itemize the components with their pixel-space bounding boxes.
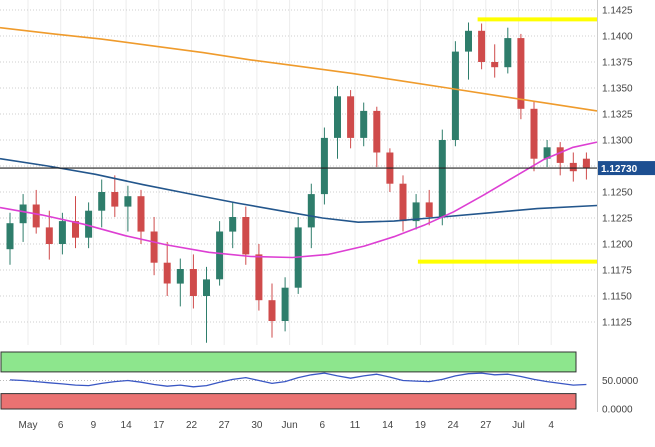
x-axis-label: 24 [448, 420, 460, 431]
x-axis-label: 11 [350, 420, 361, 431]
candle-body [582, 158, 590, 169]
y-axis-tick-label: 1.1350 [602, 84, 633, 95]
y-axis-tick-label: 1.1225 [602, 214, 633, 225]
candle-body [491, 62, 499, 68]
current-price-badge [598, 161, 655, 176]
candle-body [85, 210, 93, 238]
y-axis-tick-label: 1.1250 [602, 188, 633, 199]
x-axis-label: 14 [382, 420, 394, 431]
candle-body [45, 227, 53, 244]
x-axis-label: 6 [320, 420, 326, 431]
candle-body [19, 204, 27, 224]
candle-body [569, 162, 577, 172]
candle-body [229, 217, 237, 232]
candle-body [517, 38, 525, 109]
indicator-line [9, 372, 587, 388]
candle-body [72, 221, 79, 238]
candle-body [320, 137, 328, 195]
candle-body [150, 231, 158, 263]
candle-body [307, 194, 315, 228]
candle-body [124, 196, 132, 207]
candle-body [203, 279, 210, 296]
candle-body [451, 51, 459, 140]
y-axis-tick-label: 1.1175 [602, 266, 632, 277]
x-axis-label: 22 [186, 420, 198, 431]
candle-body [360, 110, 368, 138]
x-axis-label: 30 [251, 420, 263, 431]
indicator-tick-label: 50.0000 [602, 376, 639, 387]
candle-body [465, 30, 472, 52]
y-axis-tick-label: 1.1400 [602, 32, 633, 43]
x-axis-label: 27 [480, 420, 492, 431]
candle-body [425, 202, 433, 217]
candle-body [6, 223, 14, 250]
y-axis-tick-label: 1.1375 [602, 58, 633, 69]
x-axis-label: 6 [58, 420, 64, 431]
y-axis-tick-label: 1.1150 [602, 292, 632, 303]
candle-body [255, 254, 263, 301]
y-axis-tick-label: 1.1300 [602, 136, 633, 147]
current-price-label: 1.12730 [601, 164, 638, 175]
candle-body [216, 231, 224, 280]
candle-body [189, 269, 197, 296]
candle-body [58, 221, 66, 244]
candle-body [504, 38, 512, 68]
x-axis-label: Jun [282, 420, 298, 431]
indicator-oversold-zone [0, 393, 577, 410]
candle-body [543, 147, 551, 159]
candle-body [98, 192, 106, 211]
candle-body [334, 96, 341, 138]
ma-mid-navy-line [0, 157, 598, 223]
candle-body [137, 196, 145, 232]
candle-body [163, 262, 171, 284]
candle-body [530, 108, 538, 159]
y-axis-tick-label: 1.1125 [602, 318, 632, 329]
candle-body [438, 140, 446, 217]
candle-body [32, 204, 40, 228]
candle-body [399, 183, 407, 222]
x-axis-label: 19 [415, 420, 427, 431]
x-axis-label: Jul [512, 420, 525, 431]
candle-body [176, 269, 184, 284]
candle-body [556, 147, 564, 163]
indicator-overbought-zone [0, 351, 577, 373]
indicator-tick-label: 0.0000 [602, 405, 633, 416]
x-axis-label: 9 [91, 420, 97, 431]
x-axis-label: 4 [548, 420, 554, 431]
y-axis-tick-label: 1.1200 [602, 240, 633, 251]
candle-body [281, 287, 289, 321]
y-axis-tick-label: 1.1325 [602, 110, 633, 121]
candle-body [268, 300, 276, 321]
x-axis-label: May [19, 420, 38, 431]
candle-body [242, 217, 250, 255]
candle-body [478, 30, 486, 62]
candle-body [111, 192, 119, 207]
x-axis-label: 27 [219, 420, 231, 431]
x-axis-label: 14 [121, 420, 133, 431]
x-axis-label: 17 [153, 420, 165, 431]
ma-slow-orange-line [0, 26, 598, 112]
candle-body [347, 96, 355, 138]
candle-body [412, 202, 420, 222]
ma-fast-magenta-line [0, 141, 598, 259]
candle-body [373, 110, 381, 153]
y-axis-tick-label: 1.1425 [602, 6, 633, 17]
